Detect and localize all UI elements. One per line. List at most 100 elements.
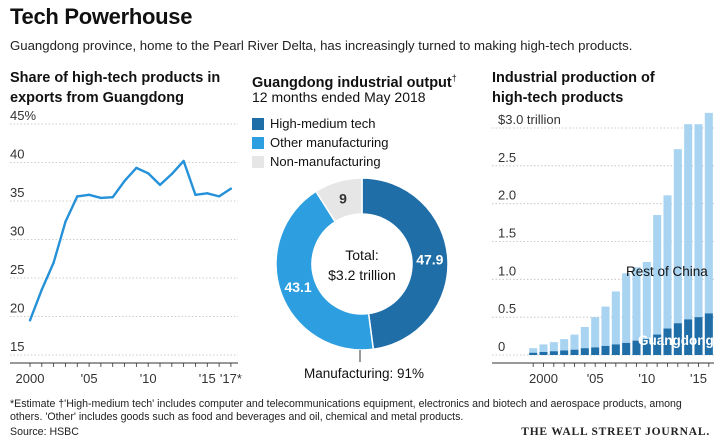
bar-y-tick-label: 0.5 xyxy=(498,301,516,316)
line-x-tick-label: 2000 xyxy=(16,371,45,386)
line-data-point xyxy=(28,319,32,322)
donut-center-label-total: Total: xyxy=(345,247,378,263)
donut-slice-high-medium-tech xyxy=(361,177,449,351)
line-data-point xyxy=(182,159,185,163)
bar-chart-title-line2: high-tech products xyxy=(492,90,624,106)
line-data-point xyxy=(158,183,162,187)
bar-rest-of-china xyxy=(529,348,538,353)
bar-y-tick-label: $3.0 trillion xyxy=(498,112,561,127)
bar-guangdong xyxy=(704,313,713,355)
line-data-point xyxy=(40,288,44,291)
legend-label-non-manufacturing: Non-manufacturing xyxy=(270,154,381,169)
bar-y-tick-label: 2.0 xyxy=(498,188,516,203)
line-data-point xyxy=(99,196,103,200)
source-note: Source: HSBC xyxy=(10,426,79,438)
bar-rest-of-china xyxy=(591,317,600,348)
bar-guangdong xyxy=(653,334,662,355)
donut-value-label: 43.1 xyxy=(284,279,311,295)
line-data-point xyxy=(64,220,67,223)
donut-value-label: 47.9 xyxy=(416,252,443,268)
line-y-tick-label: 45% xyxy=(10,108,36,123)
bar-rest-of-china xyxy=(653,215,662,335)
line-data-point xyxy=(146,172,150,175)
bar-guangdong xyxy=(539,351,548,355)
page-subtitle: Guangdong province, home to the Pearl Ri… xyxy=(10,38,633,53)
donut-slice-non-manufacturing xyxy=(314,177,363,223)
line-chart: 15 20 25 30 35 40 45% 2000 '05 '10 '15 '17* xyxy=(10,108,242,386)
line-y-tick-label: 15 xyxy=(10,339,24,354)
line-series-share xyxy=(28,159,232,321)
bar-guangdong xyxy=(663,328,672,355)
bar-guangdong xyxy=(622,342,631,355)
legend-item-high-medium-tech: High-medium tech xyxy=(252,114,389,133)
line-chart-title-line2: exports from Guangdong xyxy=(10,90,184,106)
line-data-point xyxy=(123,179,126,183)
bar-chart-title: Industrial production of high-tech produ… xyxy=(492,68,655,108)
line-data-point xyxy=(87,193,91,197)
bar-x-tick-label: 2000 xyxy=(529,371,558,386)
line-data-point xyxy=(135,166,138,170)
legend-swatch-high-medium-tech xyxy=(252,117,264,130)
bar-guangdong xyxy=(560,350,569,355)
bar-y-tick-label: 0 xyxy=(498,339,505,354)
series-label-guangdong: Guangdong xyxy=(638,333,714,348)
legend-swatch-other-manufacturing xyxy=(252,136,264,149)
line-y-tick-label: 35 xyxy=(10,185,24,200)
bar-guangdong xyxy=(694,317,703,355)
bar-rest-of-china xyxy=(601,306,610,346)
line-data-point xyxy=(229,187,233,190)
bar-rest-of-china xyxy=(580,327,589,349)
line-chart-title-line1: Share of high-tech products in xyxy=(10,70,221,86)
donut-slice-other-manufacturing xyxy=(275,190,375,351)
line-y-tick-label: 30 xyxy=(10,224,24,239)
bar-y-tick-label: 2.5 xyxy=(498,150,516,165)
bar-chart-title-line1: Industrial production of xyxy=(492,70,655,86)
bar-rest-of-china xyxy=(704,112,713,314)
legend-label-other-manufacturing: Other manufacturing xyxy=(270,135,389,150)
bar-guangdong xyxy=(570,349,579,355)
bar-x-tick-label: '05 xyxy=(587,371,604,386)
donut-bottom-annotation: Manufacturing: 91% xyxy=(304,366,424,381)
bar-rest-of-china xyxy=(694,124,703,318)
donut-center-label-value: $3.2 trillion xyxy=(328,267,396,283)
donut-value-label: 9 xyxy=(339,191,347,207)
bar-rest-of-china xyxy=(549,342,558,352)
bar-guangdong xyxy=(529,352,538,355)
bar-guangdong xyxy=(580,348,589,355)
line-data-point xyxy=(111,195,114,199)
line-y-tick-label: 20 xyxy=(10,301,24,316)
bar-guangdong xyxy=(673,323,682,355)
bar-rest-of-china xyxy=(663,195,672,329)
pie-chart-subtitle: 12 months ended May 2018 xyxy=(252,89,426,105)
bar-guangdong xyxy=(642,339,651,355)
line-x-tick-label: '10 xyxy=(140,371,157,386)
bar-rest-of-china xyxy=(611,291,620,345)
footnote-line1: *Estimate †'High-medium tech' includes c… xyxy=(10,398,682,410)
legend-swatch-non-manufacturing xyxy=(252,155,264,168)
footnote-line2: others. 'Other' includes goods such as f… xyxy=(10,410,464,423)
bar-rest-of-china xyxy=(622,273,631,343)
legend-item-other-manufacturing: Other manufacturing xyxy=(252,133,389,152)
pie-chart-title-text: Guangdong industrial output xyxy=(252,74,452,91)
bar-rest-of-china xyxy=(632,267,641,341)
bar-rest-of-china xyxy=(642,261,651,340)
bar-rest-of-china xyxy=(560,339,569,351)
line-data-point xyxy=(52,261,55,264)
line-x-tick-label: '15 xyxy=(199,371,216,386)
bar-x-tick-label: '10 xyxy=(638,371,655,386)
bar-guangdong xyxy=(684,319,693,355)
line-data-point xyxy=(194,193,197,197)
bar-guangdong xyxy=(632,340,641,355)
publisher-logo: THE WALL STREET JOURNAL. xyxy=(521,426,710,438)
bar-rest-of-china xyxy=(684,124,693,320)
bar-rest-of-china xyxy=(539,344,548,352)
pie-chart-title: Guangdong industrial output† xyxy=(252,68,457,93)
legend-item-non-manufacturing: Non-manufacturing xyxy=(252,152,389,171)
bar-guangdong xyxy=(549,351,558,355)
pie-chart-title-mark: † xyxy=(451,73,457,83)
bar-y-tick-label: 1.0 xyxy=(498,263,516,278)
bar-x-tick-label: '15 xyxy=(690,371,707,386)
line-y-tick-label: 25 xyxy=(10,262,24,277)
line-chart-title: Share of high-tech products in exports f… xyxy=(10,68,220,108)
page-title: Tech Powerhouse xyxy=(10,4,193,29)
